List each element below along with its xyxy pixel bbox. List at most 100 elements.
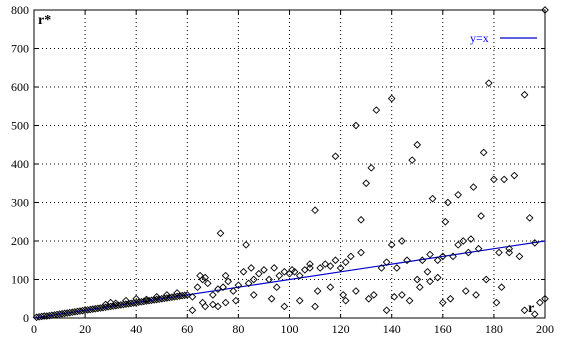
data-point — [399, 238, 405, 244]
data-point — [268, 296, 274, 302]
data-point — [358, 217, 364, 223]
data-point — [343, 297, 349, 303]
data-point — [417, 284, 423, 290]
x-tick-label: 100 — [281, 322, 299, 336]
data-point — [427, 251, 433, 257]
data-point — [358, 249, 364, 255]
data-point — [327, 284, 333, 290]
x-tick-label: 20 — [79, 322, 91, 336]
data-point — [353, 288, 359, 294]
data-point — [434, 274, 440, 280]
data-point — [307, 261, 313, 267]
data-point — [202, 303, 208, 309]
data-point — [455, 242, 461, 248]
data-point — [473, 292, 479, 298]
data-point — [343, 259, 349, 265]
y-tick-label: 300 — [11, 196, 29, 210]
y-tick-label: 400 — [11, 157, 29, 171]
data-point — [274, 284, 280, 290]
data-point — [486, 80, 492, 86]
data-point — [447, 296, 453, 302]
grid — [34, 10, 545, 318]
data-point — [371, 292, 377, 298]
data-point — [470, 184, 476, 190]
data-point — [248, 265, 254, 271]
x-tick-label: 160 — [434, 322, 452, 336]
x-tick-label: 40 — [130, 322, 142, 336]
data-point — [455, 192, 461, 198]
data-point — [511, 172, 517, 178]
data-point — [261, 267, 267, 273]
data-point — [460, 238, 466, 244]
data-point — [363, 180, 369, 186]
data-point — [189, 307, 195, 313]
x-tick-label: 80 — [232, 322, 244, 336]
data-point — [537, 299, 543, 305]
data-point — [399, 292, 405, 298]
data-point — [491, 176, 497, 182]
data-point — [194, 284, 200, 290]
data-point — [243, 242, 249, 248]
data-point — [506, 249, 512, 255]
data-point — [501, 176, 507, 182]
y-tick-label: 500 — [11, 119, 29, 133]
y-tick-label: 700 — [11, 42, 29, 56]
data-point — [281, 303, 287, 309]
y-tick-label: 100 — [11, 273, 29, 287]
x-tick-label: 140 — [383, 322, 401, 336]
data-point — [521, 92, 527, 98]
data-point — [414, 276, 420, 282]
data-point — [373, 107, 379, 113]
data-point — [256, 271, 262, 277]
data-point — [222, 272, 228, 278]
data-point — [516, 253, 522, 259]
data-point — [480, 149, 486, 155]
data-point — [496, 249, 502, 255]
data-point — [368, 165, 374, 171]
data-point — [498, 284, 504, 290]
y-tick-label: 0 — [23, 311, 29, 325]
axis-ticks: 0 20 40 60 80 100 120 140 160 180 2000100200300400… — [11, 3, 554, 336]
data-point — [251, 292, 257, 298]
data-point — [251, 276, 257, 282]
x-tick-label: 200 — [536, 322, 554, 336]
data-point — [424, 269, 430, 275]
y-axis-label: r* — [38, 13, 51, 28]
data-point — [521, 307, 527, 313]
data-point — [366, 296, 372, 302]
data-point — [526, 215, 532, 221]
x-tick-label: 0 — [31, 322, 37, 336]
data-point — [297, 297, 303, 303]
data-point — [205, 280, 211, 286]
data-point — [314, 288, 320, 294]
data-point — [312, 303, 318, 309]
data-point — [217, 230, 223, 236]
data-point — [271, 265, 277, 271]
data-point — [332, 153, 338, 159]
data-point — [210, 292, 216, 298]
data-point — [409, 157, 415, 163]
data-point — [478, 213, 484, 219]
data-point — [406, 297, 412, 303]
x-tick-label: 60 — [181, 322, 193, 336]
legend-label: y=x — [470, 31, 489, 45]
y-tick-label: 800 — [11, 3, 29, 17]
x-axis-label: r — [528, 301, 534, 316]
data-point — [222, 299, 228, 305]
y-tick-label: 200 — [11, 234, 29, 248]
legend: y=x — [470, 31, 537, 45]
data-point — [394, 265, 400, 271]
data-point — [317, 265, 323, 271]
data-point — [414, 142, 420, 148]
x-tick-label: 120 — [332, 322, 350, 336]
data-point — [240, 269, 246, 275]
data-point — [312, 207, 318, 213]
data-point — [463, 288, 469, 294]
data-point — [276, 272, 282, 278]
data-point — [383, 307, 389, 313]
data-point — [332, 257, 338, 263]
data-point — [199, 299, 205, 305]
data-point — [442, 219, 448, 225]
y-tick-label: 600 — [11, 80, 29, 94]
